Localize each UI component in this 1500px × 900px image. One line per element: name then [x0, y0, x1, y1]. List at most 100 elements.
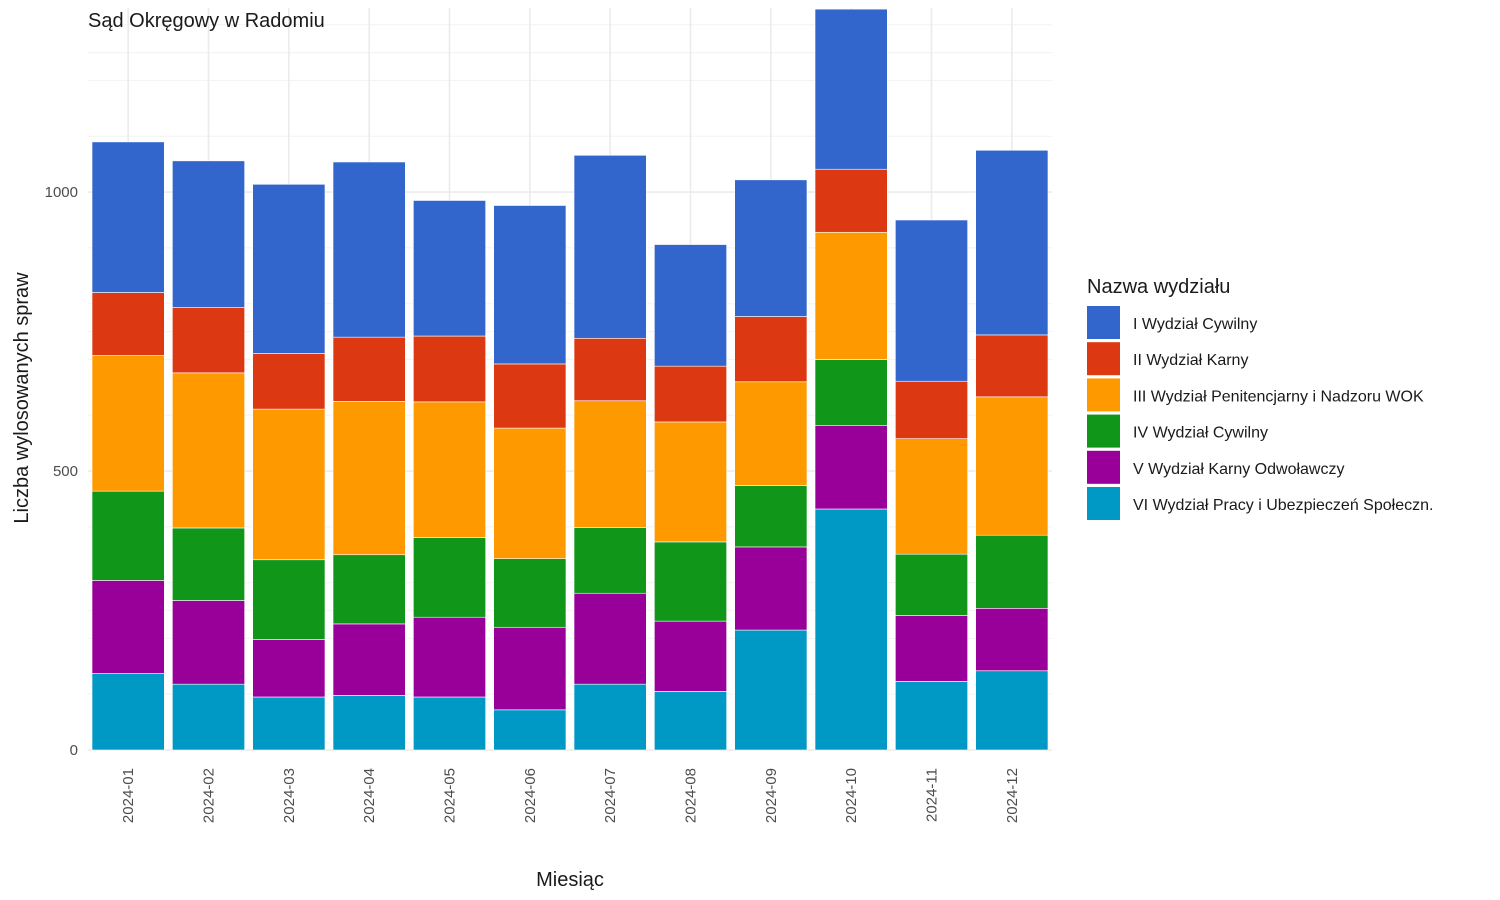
legend-label: III Wydział Penitencjarny i Nadzoru WOK	[1133, 388, 1424, 405]
x-tick-label: 2024-08	[683, 768, 700, 823]
legend-title: Nazwa wydziału	[1087, 276, 1230, 298]
bar-segment	[252, 696, 326, 751]
x-axis-title: Miesiąc	[536, 869, 604, 891]
legend-swatch	[1087, 414, 1120, 448]
legend-label: IV Wydział Cywilny	[1133, 425, 1268, 442]
bar-segment	[332, 623, 406, 696]
bar-segment	[91, 580, 165, 674]
y-axis-title: Liczba wylosowanych spraw	[11, 272, 33, 524]
bar-segment	[172, 527, 245, 601]
bar-segment	[654, 421, 727, 543]
bar-segment	[573, 337, 647, 402]
bar-segment	[493, 427, 567, 559]
legend-swatch	[1087, 487, 1120, 520]
bar-segment	[814, 8, 888, 170]
bar-segment	[413, 200, 486, 337]
bar-segment	[413, 335, 486, 403]
bar-segment	[252, 183, 326, 354]
bar-segment	[573, 527, 647, 594]
legend-label: VI Wydział Pracy i Ubezpieczeń Społeczn.	[1133, 497, 1433, 514]
bar-segment	[814, 425, 888, 510]
x-tick-label: 2024-03	[281, 768, 298, 823]
bar-segment	[493, 558, 567, 628]
bar-segment	[252, 353, 326, 410]
bar-segment	[734, 381, 808, 486]
legend: Nazwa wydziału I Wydział Cywilny II Wydzi…	[1087, 276, 1433, 520]
bar-segment	[975, 534, 1049, 609]
bar-segment	[413, 616, 486, 698]
bar-segment	[91, 673, 165, 751]
bar-segment	[413, 401, 486, 538]
bar-segment	[975, 334, 1049, 398]
bar-segment	[734, 629, 808, 751]
bar-segment	[654, 691, 727, 751]
y-axis-ticks: 0 500 1000	[45, 184, 78, 759]
bar-segment	[332, 161, 406, 338]
bar-segment	[573, 400, 647, 528]
bar-segment	[895, 681, 968, 751]
bar-segment	[332, 401, 406, 556]
bar-segment	[814, 168, 888, 233]
bar-segment	[975, 149, 1049, 336]
bar-segment	[975, 396, 1049, 536]
bar-segment	[895, 615, 968, 682]
bar-segment	[91, 490, 165, 581]
bar-segment	[332, 695, 406, 751]
bar-segment	[814, 231, 888, 360]
bar-segment	[814, 359, 888, 426]
bar-segment	[172, 372, 245, 529]
x-tick-label: 2024-07	[602, 768, 619, 823]
y-tick-label: 500	[53, 463, 78, 480]
legend-label: I Wydział Cywilny	[1133, 316, 1257, 333]
bar-segment	[654, 541, 727, 622]
bar-segment	[734, 179, 808, 317]
bar-segment	[493, 709, 567, 751]
legend-swatch	[1087, 378, 1120, 412]
y-tick-label: 0	[70, 742, 78, 759]
legend-swatch	[1087, 342, 1120, 376]
bar-segment	[573, 592, 647, 685]
bar-segment	[493, 626, 567, 711]
legend-items: I Wydział Cywilny II Wydział Karny III Wyd…	[1087, 306, 1433, 520]
chart-title: Sąd Okręgowy w Radomiu	[88, 10, 325, 32]
bar-segment	[975, 607, 1049, 672]
x-tick-label: 2024-10	[843, 768, 860, 823]
bar-segment	[895, 219, 968, 382]
bar-segment	[573, 683, 647, 751]
legend-label: II Wydział Karny	[1133, 352, 1248, 369]
bar-segment	[252, 639, 326, 698]
bar-segment	[91, 141, 165, 293]
bar-segment	[172, 307, 245, 374]
bar-segment	[814, 508, 888, 751]
legend-swatch	[1087, 450, 1120, 484]
x-tick-label: 2024-04	[361, 768, 378, 823]
bars	[91, 8, 1049, 751]
x-tick-label: 2024-05	[442, 768, 459, 823]
bar-segment	[413, 537, 486, 618]
x-tick-label: 2024-02	[201, 768, 218, 823]
bar-segment	[252, 408, 326, 561]
bar-segment	[172, 160, 245, 308]
bar-segment	[332, 336, 406, 402]
x-axis-ticks: 2024-01 2024-02 2024-03 2024-04 2024-05 2024-…	[120, 768, 1021, 823]
bar-segment	[252, 559, 326, 640]
x-tick-label: 2024-12	[1004, 768, 1021, 823]
bar-segment	[332, 554, 406, 625]
bar-segment	[895, 438, 968, 555]
legend-label: V Wydział Karny Odwoławczy	[1133, 461, 1344, 478]
bar-segment	[413, 696, 486, 751]
x-tick-label: 2024-11	[924, 768, 941, 822]
bar-segment	[975, 670, 1049, 751]
bar-segment	[493, 363, 567, 429]
bar-segment	[895, 380, 968, 439]
bar-segment	[91, 355, 165, 492]
bar-segment	[493, 205, 567, 365]
bar-segment	[734, 485, 808, 548]
bar-segment	[895, 553, 968, 616]
bar-segment	[734, 546, 808, 631]
bar-segment	[172, 600, 245, 685]
x-tick-label: 2024-06	[522, 768, 539, 823]
bar-segment	[654, 620, 727, 692]
bar-segment	[172, 683, 245, 751]
